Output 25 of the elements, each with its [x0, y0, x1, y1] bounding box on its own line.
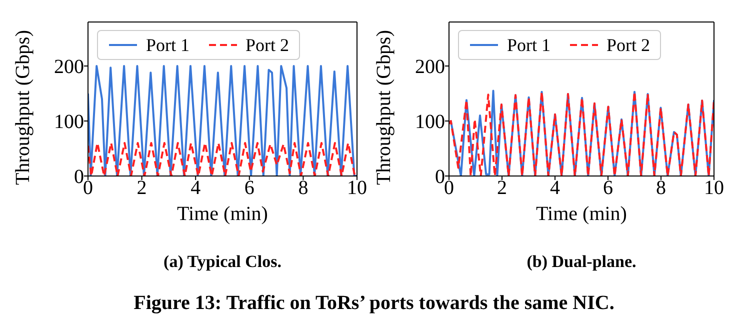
x-tick-label: 6: [244, 177, 254, 200]
x-axis-title: Time (min): [536, 203, 627, 225]
x-tick-label: 8: [656, 177, 666, 200]
legend-label: Port 2: [606, 34, 650, 57]
y-axis-title: Throughput (Gbps): [12, 30, 34, 185]
y-tick-label: 100: [54, 111, 84, 134]
x-tick-label: 4: [550, 177, 560, 200]
legend-label: Port 2: [246, 34, 290, 57]
y-tick-label: 200: [54, 56, 84, 78]
legend-label: Port 1: [146, 34, 190, 57]
x-tick-label: 4: [190, 177, 201, 200]
legend-label: Port 1: [507, 34, 551, 57]
y-axis-title: Throughput (Gbps): [373, 30, 396, 185]
x-tick-label: 2: [136, 177, 147, 200]
text: (b) Dual-plane.: [526, 252, 638, 272]
x-tick-label: 6: [603, 177, 613, 200]
x-tick-label: 10: [704, 177, 724, 200]
y-tick-label: 100: [415, 111, 445, 134]
x-tick-label: 10: [347, 177, 367, 200]
x-tick-label: 8: [298, 177, 308, 200]
y-tick-label: 200: [415, 56, 445, 78]
text: (a) Typical Clos.: [162, 252, 282, 272]
x-tick-label: 2: [497, 177, 507, 200]
caption: Figure 13: Traffic on ToRs’ ports towards the same NIC.: [132, 292, 616, 315]
x-axis-title: Time (min): [177, 203, 268, 225]
